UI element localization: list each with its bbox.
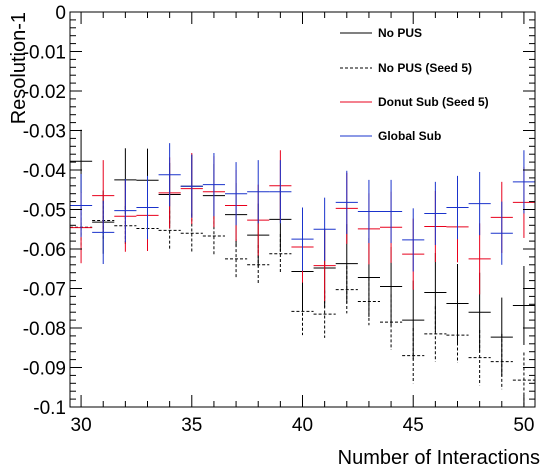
y-axis-title: Resolution-1 <box>8 12 30 124</box>
x-tick-label: 45 <box>403 415 424 436</box>
x-tick-label: 30 <box>71 415 92 436</box>
y-tick-label: -0.01 <box>23 43 66 64</box>
axis-tick-labels: 30 35 40 45 50 0 -0.01 -0.02 -0.03 -0.04 -0.05 -0.0… <box>23 3 535 436</box>
y-tick-label: -0.07 <box>23 280 66 301</box>
legend: No PUS No PUS (Seed 5) Donut Sub (Seed 5) G… <box>340 26 489 143</box>
legend-label: Donut Sub (Seed 5) <box>378 95 489 109</box>
x-tick-label: 50 <box>513 415 534 436</box>
x-tick-label: 35 <box>181 415 202 436</box>
legend-label: Global Sub <box>378 129 441 143</box>
y-tick-label: -0.1 <box>33 398 66 419</box>
y-tick-label: -0.05 <box>23 201 66 222</box>
y-tick-label: 0 <box>55 3 66 24</box>
y-tick-label: -0.09 <box>23 359 66 380</box>
x-tick-label: 40 <box>292 415 313 436</box>
y-tick-label: -0.03 <box>23 122 66 143</box>
y-tick-label: -0.08 <box>23 319 66 340</box>
y-tick-label: -0.04 <box>23 161 67 182</box>
x-axis-title: Number of Interactions <box>338 447 540 469</box>
y-tick-label: -0.02 <box>23 82 66 103</box>
legend-label: No PUS (Seed 5) <box>378 61 472 75</box>
axis-ticks <box>70 11 535 408</box>
series-layer <box>70 129 535 407</box>
y-tick-label: -0.06 <box>23 240 66 261</box>
legend-label: No PUS <box>378 26 422 40</box>
series-global-sub <box>70 143 535 272</box>
